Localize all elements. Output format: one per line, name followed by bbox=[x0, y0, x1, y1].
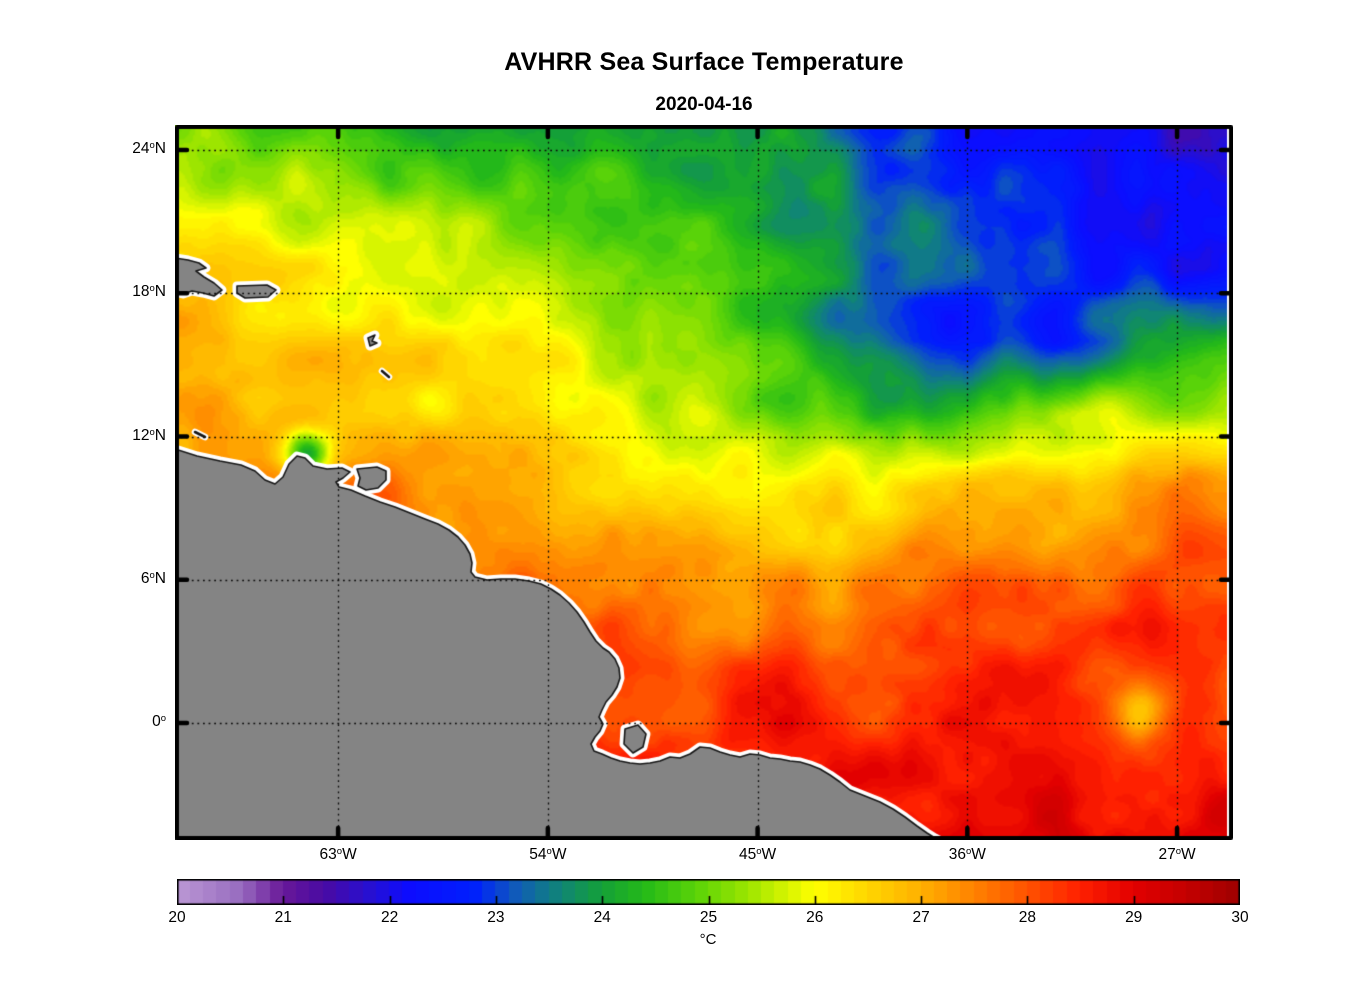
colorbar-tick-label: 22 bbox=[380, 909, 399, 926]
y-tick-label: 18oN bbox=[132, 283, 166, 301]
colorbar-tick-label: 26 bbox=[806, 909, 824, 926]
colorbar-tick-label: 23 bbox=[487, 909, 505, 926]
colorbar-tick-label: 30 bbox=[1231, 909, 1249, 926]
colorbar-unit-label: °C bbox=[699, 931, 717, 948]
figure-title: AVHRR Sea Surface Temperature bbox=[504, 48, 904, 76]
figure-date-subtitle: 2020-04-16 bbox=[655, 94, 753, 115]
colorbar-tick-label: 24 bbox=[593, 909, 611, 926]
x-tick-label: 36oW bbox=[948, 846, 986, 863]
colorbar-tick-label: 28 bbox=[1018, 909, 1037, 926]
x-tick-label: 27oW bbox=[1158, 846, 1196, 863]
x-tick-label: 63oW bbox=[319, 846, 357, 863]
colorbar-tick-label: 29 bbox=[1125, 909, 1143, 926]
colorbar-tick-label: 27 bbox=[912, 909, 930, 926]
colorbar bbox=[177, 879, 1240, 905]
sst-map bbox=[175, 125, 1233, 840]
y-tick-label: 0o bbox=[152, 713, 166, 731]
x-tick-label: 45oW bbox=[739, 846, 777, 863]
colorbar-tick-label: 20 bbox=[168, 909, 186, 926]
x-tick-label: 54oW bbox=[529, 846, 567, 863]
sst-map-canvas bbox=[175, 125, 1233, 840]
y-tick-label: 24oN bbox=[132, 140, 166, 158]
y-tick-label: 12oN bbox=[132, 426, 166, 444]
colorbar-tick-label: 25 bbox=[699, 909, 718, 926]
colorbar-tick-label: 21 bbox=[274, 909, 292, 926]
y-tick-label: 6oN bbox=[140, 569, 166, 587]
